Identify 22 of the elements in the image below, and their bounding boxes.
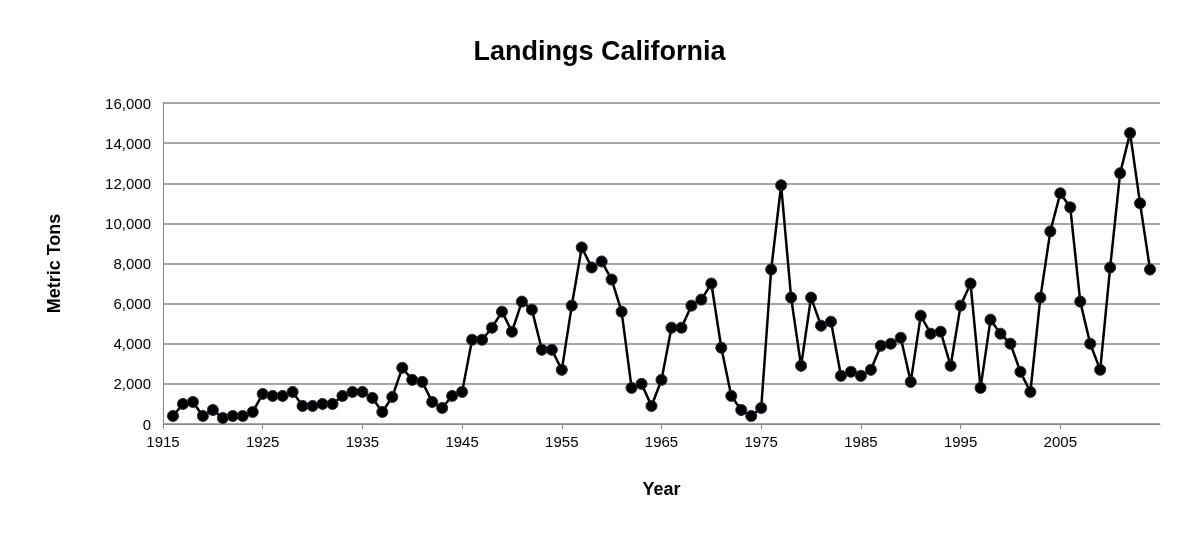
x-tick-label: 1925 — [246, 433, 280, 450]
x-tick-label: 1955 — [545, 433, 579, 450]
chart-title: Landings California — [473, 35, 727, 66]
y-tick-label: 4,000 — [113, 335, 151, 353]
y-tick-label: 0 — [142, 415, 151, 433]
x-tick-label: 1915 — [146, 433, 180, 450]
y-tick-label: 12,000 — [105, 174, 151, 192]
x-tick-label: 1935 — [345, 433, 380, 450]
y-tick-label: 8,000 — [113, 255, 151, 272]
x-tick-label: 1975 — [744, 433, 778, 450]
x-tick-label: 1995 — [943, 433, 978, 450]
y-tick-label: 14,000 — [105, 134, 151, 152]
x-tick-label: 1945 — [445, 433, 479, 450]
x-tick-label: 1965 — [644, 433, 679, 450]
x-axis-title: Year — [642, 479, 681, 499]
y-axis-title: Metric Tons — [44, 213, 64, 314]
y-tick-label: 10,000 — [105, 214, 151, 232]
y-tick-label: 6,000 — [113, 295, 151, 313]
x-tick-label: 2005 — [1043, 433, 1077, 450]
y-tick-label: 16,000 — [105, 94, 151, 112]
y-tick-label: 2,000 — [113, 375, 151, 393]
x-tick-label: 1985 — [844, 433, 878, 450]
